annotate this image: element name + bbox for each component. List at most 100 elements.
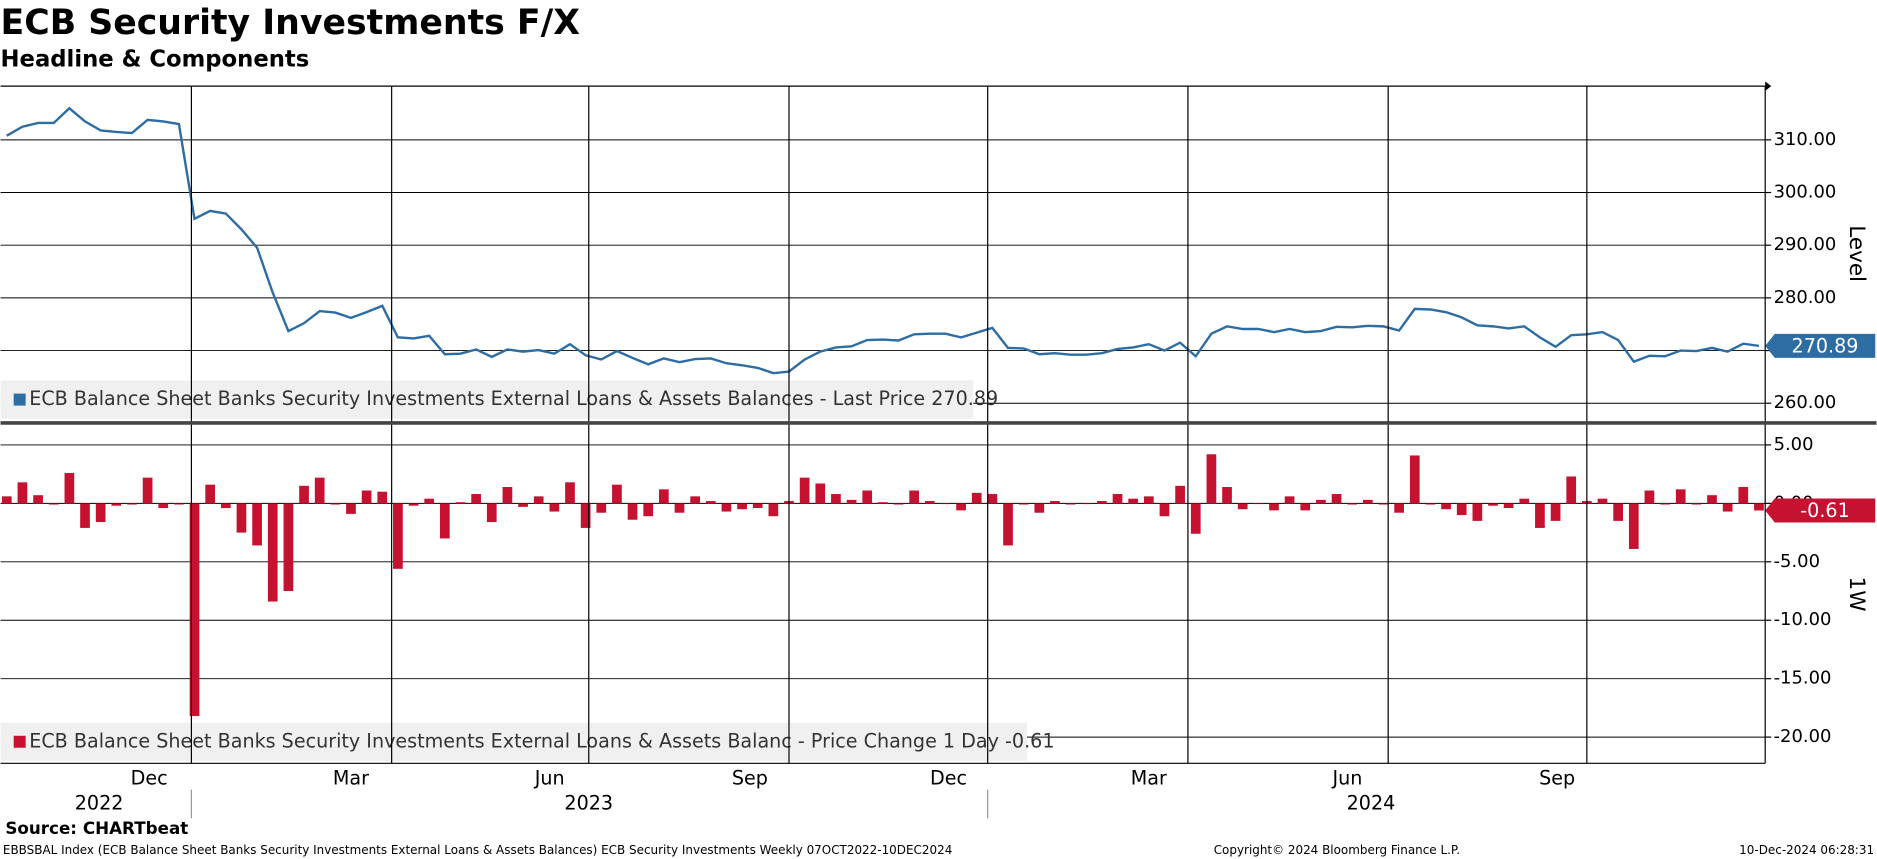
bar (189, 503, 200, 717)
bar (471, 494, 481, 504)
bar (1003, 503, 1013, 546)
y-axis-label: 1W (1844, 577, 1869, 612)
bar (1362, 499, 1373, 504)
bar (1394, 503, 1404, 513)
bar (1222, 487, 1232, 504)
bar (862, 490, 873, 504)
bar (1065, 503, 1076, 505)
bar (1644, 490, 1655, 504)
y-tick-label: -5.00 (1774, 551, 1820, 572)
axis-arrow (1765, 81, 1772, 91)
bar (48, 503, 59, 505)
bar (1660, 503, 1670, 505)
bar (346, 503, 356, 514)
bar (831, 494, 841, 504)
y-tick-label: 290.00 (1774, 234, 1837, 255)
bar (1503, 503, 1514, 509)
bar (612, 484, 622, 504)
bar (721, 503, 732, 512)
last-value-label: -0.61 (1800, 499, 1849, 522)
bar (1097, 501, 1107, 504)
bar (752, 503, 763, 509)
bar (205, 484, 216, 504)
y-tick-label: 260.00 (1774, 392, 1837, 413)
bar (690, 496, 700, 504)
footer-center: Copyright© 2024 Bloomberg Finance L.P. (1214, 843, 1460, 857)
bar (815, 483, 826, 504)
x-tick-label: Mar (1131, 766, 1167, 789)
bar (1738, 487, 1749, 504)
bar (1550, 503, 1561, 521)
x-tick-label: Sep (1539, 766, 1575, 789)
bar (924, 501, 935, 504)
x-tick-label: Jun (1332, 766, 1363, 789)
bar (111, 503, 122, 506)
y-tick-label: -20.00 (1774, 726, 1832, 747)
bar (1707, 495, 1717, 504)
bar (1519, 498, 1530, 504)
bar (95, 503, 106, 523)
bar (142, 477, 153, 504)
bar (1378, 503, 1389, 505)
last-value-badge (1765, 498, 1876, 523)
bar (659, 489, 669, 504)
bar (330, 503, 341, 505)
last-value-badge (1765, 333, 1876, 358)
bar (1691, 503, 1702, 505)
footer-left: EBBSBAL Index (ECB Balance Sheet Banks S… (3, 843, 952, 857)
bar (1628, 503, 1639, 549)
bar (1, 496, 12, 504)
legend-swatch (13, 735, 26, 748)
bar (1409, 455, 1420, 504)
bar (174, 503, 184, 505)
bar (377, 491, 388, 504)
y-tick-label: 5.00 (1774, 434, 1814, 455)
bar (549, 503, 560, 512)
x-year-label: 2022 (75, 791, 124, 814)
y-tick-label: -15.00 (1774, 668, 1832, 689)
bar (705, 501, 716, 504)
y-tick-label: 310.00 (1774, 129, 1837, 150)
bar (1081, 503, 1092, 505)
bar (1175, 485, 1185, 504)
legend-label: ECB Balance Sheet Banks Security Investm… (29, 387, 998, 410)
bar (643, 503, 654, 517)
bar (1269, 503, 1279, 511)
bar (1425, 503, 1436, 505)
x-tick-label: Dec (131, 766, 168, 789)
y-axis-label: Level (1844, 225, 1869, 282)
bar (518, 503, 528, 507)
x-tick-label: Jun (534, 766, 565, 789)
y-tick-label: 300.00 (1774, 182, 1837, 203)
bar (1675, 489, 1686, 504)
bar (1535, 503, 1545, 528)
bar (408, 503, 419, 506)
bar (299, 485, 309, 504)
source: Source: CHARTbeat (5, 818, 188, 838)
bar (1253, 503, 1264, 505)
bar (1206, 454, 1217, 504)
legend-label: ECB Balance Sheet Banks Security Investm… (29, 729, 1054, 752)
legend-box (0, 722, 1028, 761)
bar (987, 494, 998, 504)
bar (1237, 503, 1248, 510)
x-year-label: 2023 (564, 791, 613, 814)
bar (1300, 503, 1311, 511)
legend-box (0, 380, 974, 419)
bar (580, 503, 591, 528)
line (6, 106, 1760, 375)
bar (1597, 498, 1608, 504)
bar (252, 503, 262, 546)
bar (1050, 501, 1060, 504)
legend-swatch (13, 393, 26, 406)
bar (1316, 499, 1326, 504)
bar (565, 482, 575, 504)
x-tick-label: Dec (930, 766, 967, 789)
x-year-label: 2024 (1347, 791, 1396, 814)
chart-subtitle: Headline & Components (1, 46, 310, 72)
bar (455, 502, 466, 504)
bar (439, 503, 450, 539)
bar (267, 503, 278, 602)
bar (1566, 476, 1577, 504)
